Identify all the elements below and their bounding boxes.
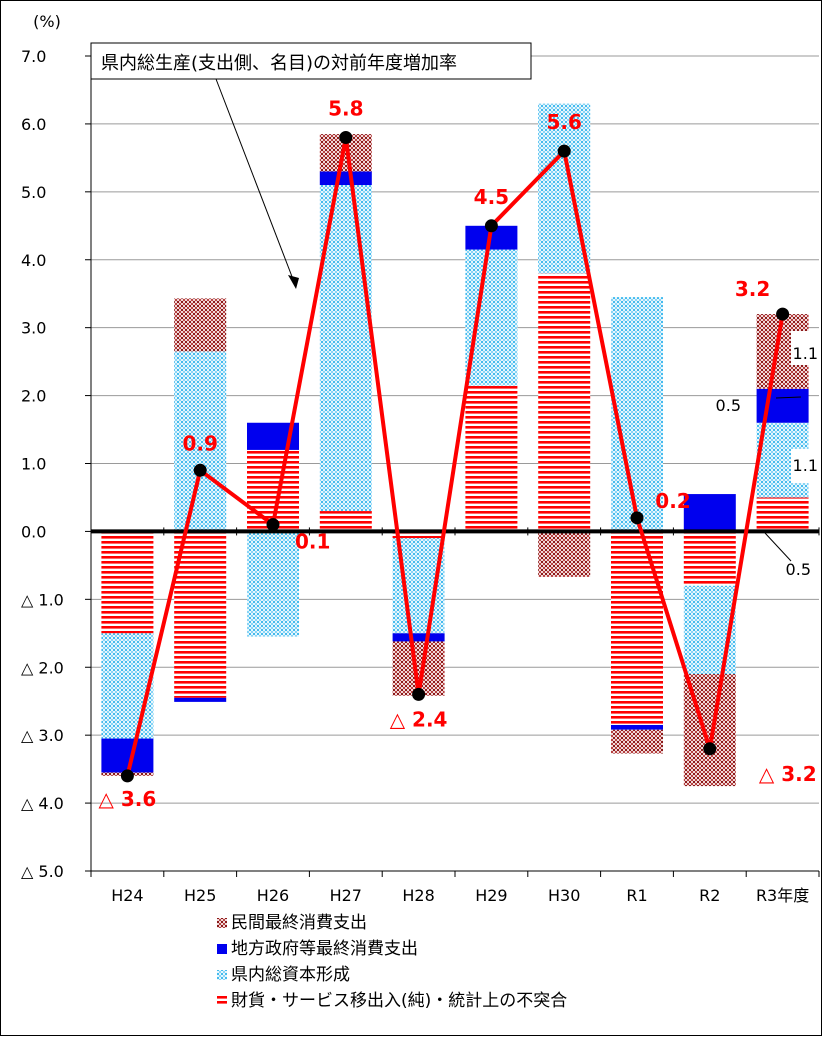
bar-segment (538, 531, 591, 577)
annotation-arrow-head (288, 275, 299, 289)
bar-segment (392, 531, 445, 539)
y-tick-label: △ 2.0 (21, 658, 64, 677)
line-point (120, 769, 134, 783)
component-label: 1.1 (793, 344, 818, 363)
legend-swatch (217, 996, 227, 1006)
component-label: 1.1 (793, 456, 818, 475)
line-data-label: 4.5 (474, 185, 509, 209)
y-tick-label: 7.0 (21, 47, 46, 66)
line-data-label: 0.2 (655, 489, 690, 513)
y-tick-label: 3.0 (21, 319, 46, 338)
bar-segment (392, 633, 445, 642)
line-point (484, 219, 498, 233)
bar-segment (101, 738, 154, 773)
line-data-label: △ 2.4 (390, 707, 448, 731)
line-point (776, 307, 790, 321)
x-tick-label: H27 (330, 886, 362, 905)
bar-segment (174, 531, 227, 698)
legend-swatch (217, 944, 227, 954)
line-data-label: 0.1 (295, 530, 330, 554)
bar-segment (611, 729, 663, 754)
line-point (412, 687, 426, 701)
annotation-box (90, 42, 532, 80)
legend-label: 県内総資本形成 (231, 965, 350, 985)
total-line (120, 131, 790, 783)
y-tick-label: 6.0 (21, 115, 46, 134)
x-tick-label: H25 (184, 886, 216, 905)
axes: 7.0 6.0 5.0 4.0 3.0 2.0 1.0 0.0 △ 1.0 △ 2.0 △ 3.0 △… (21, 47, 820, 905)
bar-segment (611, 297, 663, 532)
x-tick-label: H30 (548, 886, 580, 905)
line-point (339, 131, 353, 144)
bar-segment (611, 724, 663, 730)
bars (101, 103, 809, 787)
x-tick-label: R2 (699, 886, 720, 905)
x-tick-label: H24 (111, 886, 143, 905)
y-tick-label: 5.0 (21, 183, 46, 202)
bar-segment (247, 531, 299, 637)
legend: 民間最終消費支出地方政府等最終消費支出県内総資本形成財貨・サービス移出入(純)・… (217, 913, 567, 1011)
line-point (703, 742, 717, 756)
y-tick-label: 4.0 (21, 251, 46, 270)
line-point (193, 463, 207, 477)
legend-label: 財貨・サービス移出入(純)・統計上の不突合 (231, 991, 567, 1011)
line-data-label: 5.8 (328, 97, 363, 121)
x-tick-label: R3年度 (756, 886, 809, 905)
component-label: 0.5 (786, 560, 811, 579)
bar-segment (174, 351, 227, 532)
bar-segment (319, 511, 372, 532)
total-line-path (125, 135, 785, 777)
annotation-text: 県内総生産(支出側、名目)の対前年度増加率 (101, 53, 457, 74)
bar-segment (465, 385, 518, 532)
data-labels: △ 3.6 0.9 0.1 5.8 △ 2.4 4.5 5.6 0.2 △ 3.2 3.2 (99, 97, 817, 811)
component-leaders (764, 396, 802, 562)
bar-segment (756, 497, 809, 532)
legend-label: 地方政府等最終消費支出 (231, 939, 418, 959)
bar-segment (174, 697, 227, 702)
annotation-arrow (215, 78, 297, 288)
bar-segment (538, 273, 591, 532)
y-tick-label: 2.0 (21, 387, 46, 406)
bar-segment (683, 494, 736, 532)
y-tick-label: 1.0 (21, 455, 46, 474)
line-point (266, 518, 280, 532)
bar-segment (101, 531, 154, 634)
x-tick-label: R1 (626, 886, 647, 905)
line-data-label: 5.6 (546, 110, 581, 134)
legend-label: 民間最終消費支出 (231, 913, 367, 933)
component-label: 0.5 (716, 396, 741, 415)
bar-segment (319, 171, 372, 186)
x-tick-label: H29 (475, 886, 507, 905)
x-tick-label: H28 (402, 886, 434, 905)
line-data-label: 0.9 (182, 431, 217, 455)
line-point (630, 511, 644, 525)
legend-swatch (217, 918, 227, 928)
y-tick-label: △ 4.0 (21, 794, 64, 813)
y-tick-label: △ 3.0 (21, 726, 64, 745)
bar-segment (465, 249, 518, 386)
bar-segment (683, 531, 736, 586)
line-data-label: △ 3.2 (759, 762, 817, 786)
bar-segment (101, 633, 154, 739)
line-data-label: △ 3.6 (99, 787, 157, 811)
bar-segment (174, 298, 227, 352)
y-tick-label: △ 1.0 (21, 590, 64, 609)
y-tick-label: 0.0 (21, 522, 46, 541)
bar-segment (683, 585, 736, 675)
x-tick-label: H26 (257, 886, 289, 905)
legend-swatch (217, 970, 227, 980)
y-tick-label: △ 5.0 (21, 862, 64, 881)
line-data-label: 3.2 (735, 277, 770, 301)
line-point (557, 144, 571, 158)
bar-segment (611, 531, 663, 725)
y-unit-label: (%) (33, 12, 61, 31)
